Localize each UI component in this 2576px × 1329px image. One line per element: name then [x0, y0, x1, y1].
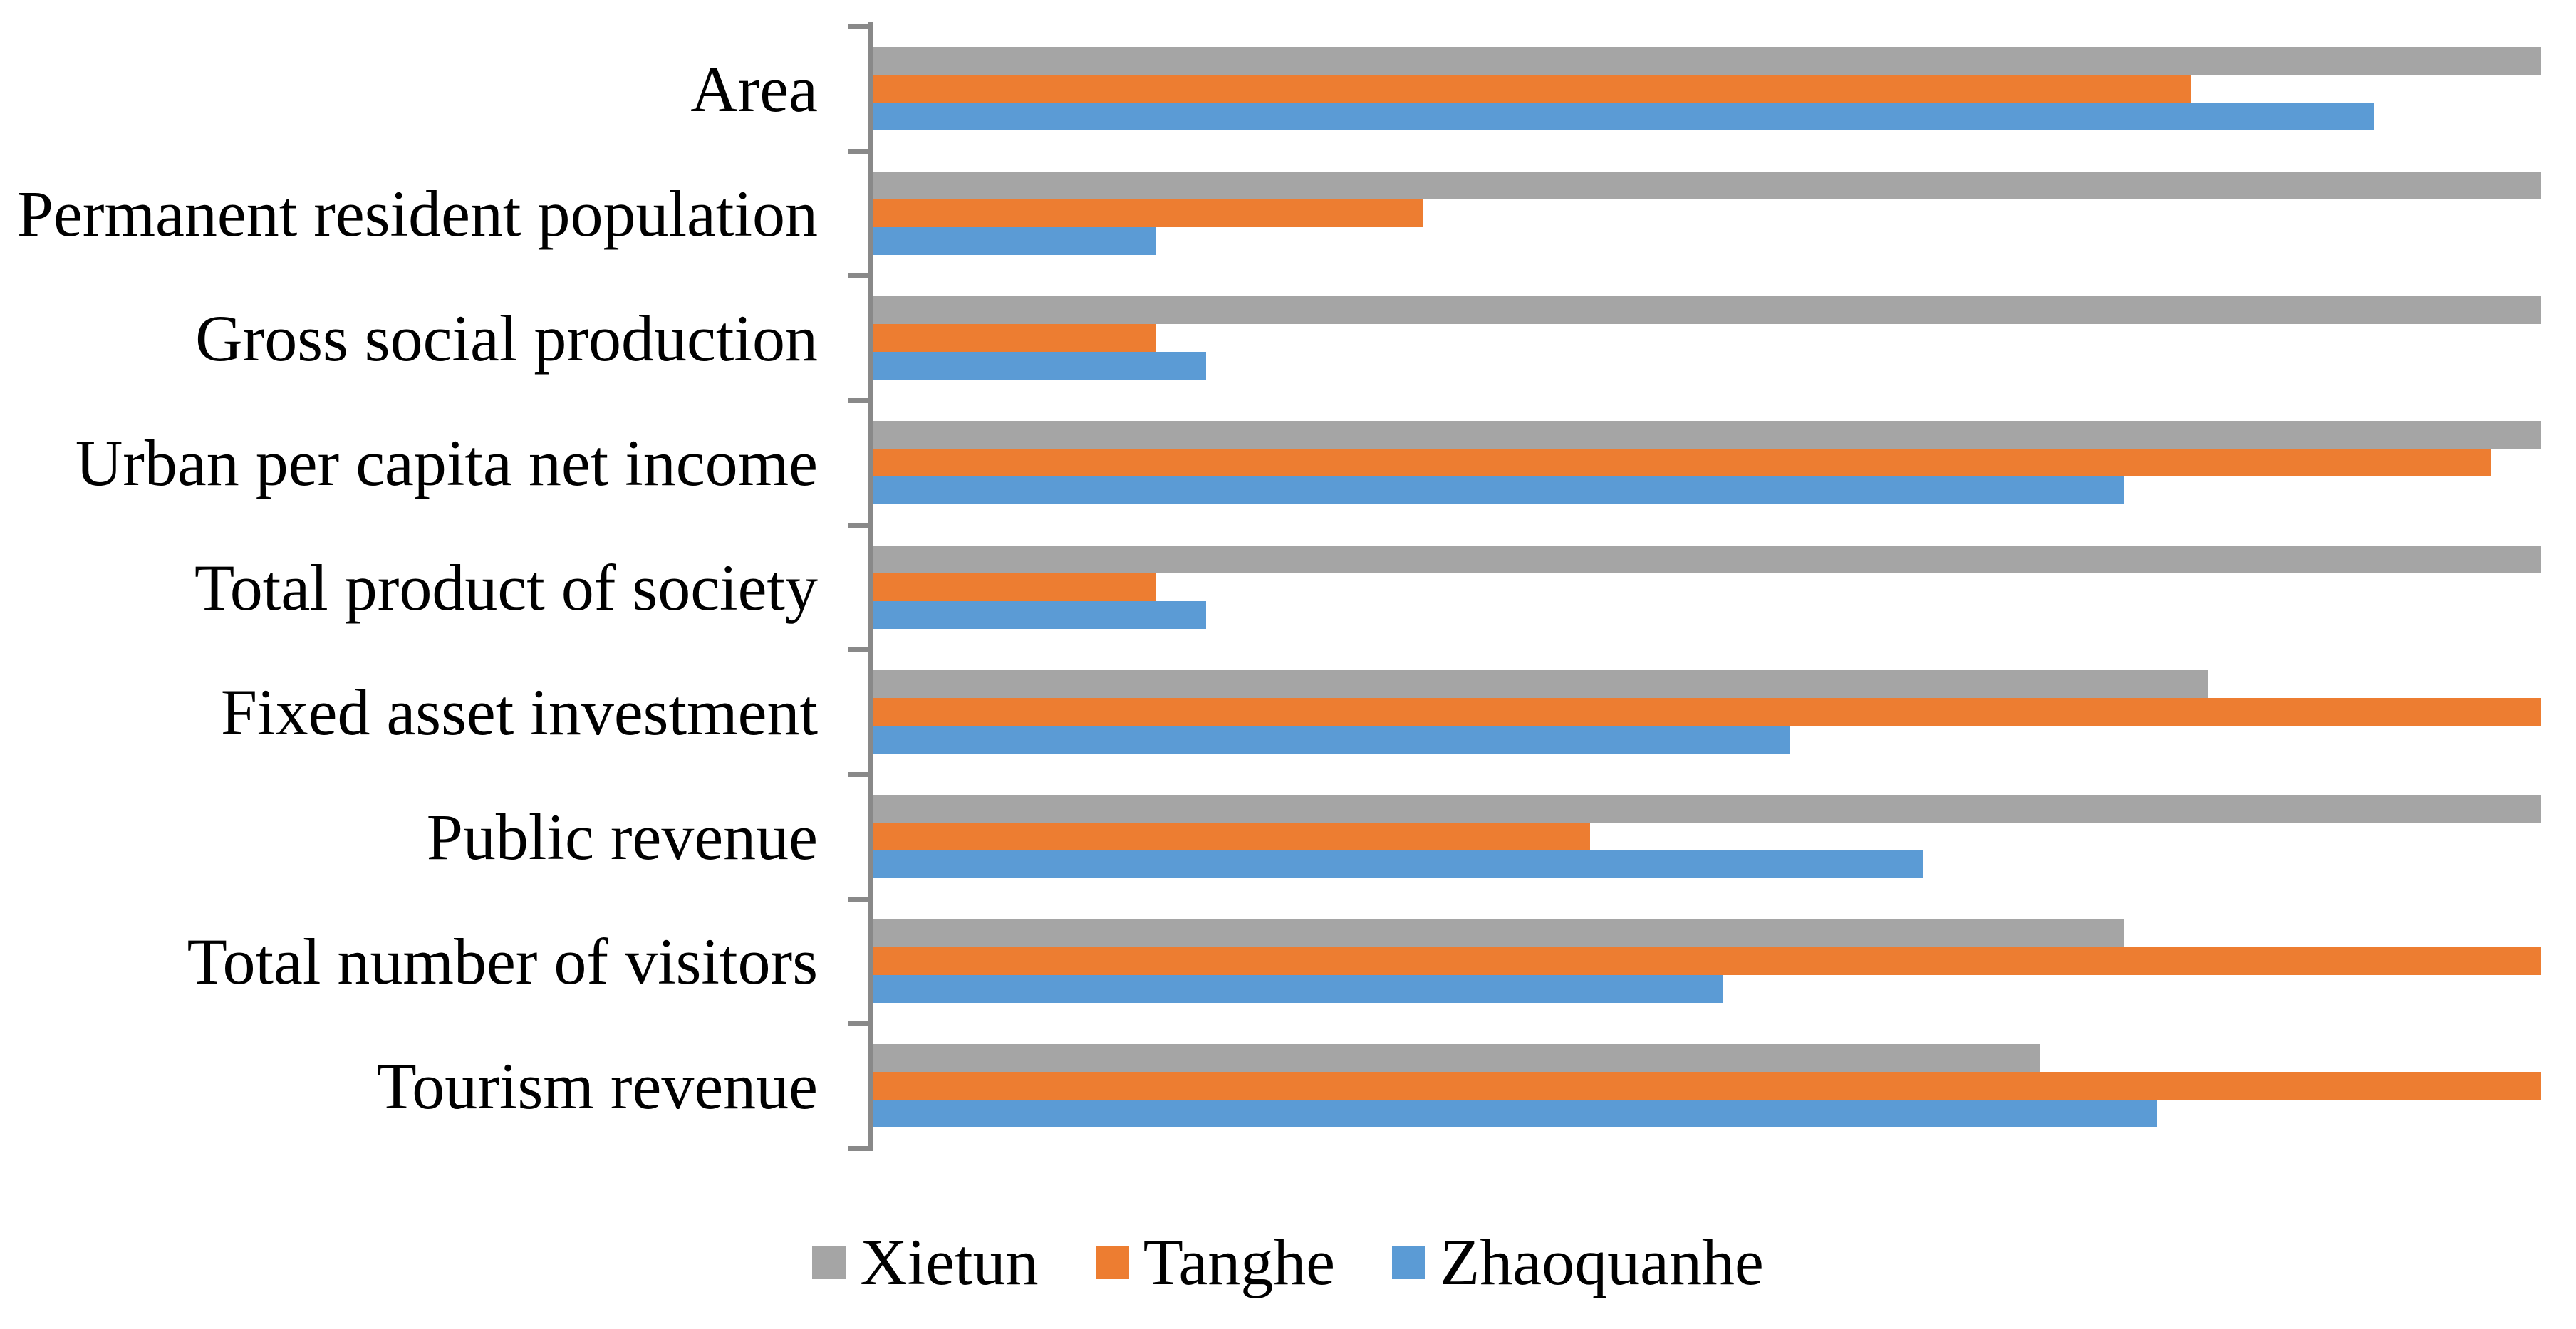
axis-tick-mark [848, 1146, 869, 1151]
category-label-row: Tourism revenue [0, 1023, 841, 1148]
bar-tanghe-tourism-revenue [873, 1072, 2541, 1100]
category-label: Gross social production [195, 301, 818, 375]
category-label: Area [690, 52, 818, 125]
bar-zhaoquanhe-urban-per-capita-net-income [873, 476, 2124, 504]
bar-xietun-tourism-revenue [873, 1044, 2041, 1072]
bar-group [873, 1023, 2541, 1148]
bar-zhaoquanhe-permanent-resident-population [873, 227, 1157, 255]
bar-group [873, 151, 2541, 276]
bar-xietun-total-product-of-society [873, 546, 2541, 573]
category-label: Public revenue [426, 800, 818, 873]
bar-group [873, 400, 2541, 525]
bar-xietun-total-number-of-visitors [873, 919, 2124, 947]
axis-tick-mark [848, 24, 869, 29]
category-label-row: Public revenue [0, 774, 841, 899]
bar-xietun-area [873, 47, 2541, 75]
category-label: Total number of visitors [187, 924, 818, 998]
legend-item-xietun: Xietun [812, 1226, 1039, 1298]
bar-tanghe-urban-per-capita-net-income [873, 449, 2491, 476]
category-label-row: Urban per capita net income [0, 400, 841, 525]
category-label: Total product of society [194, 551, 818, 624]
bar-tanghe-total-number-of-visitors [873, 947, 2541, 975]
category-label-row: Fixed asset investment [0, 650, 841, 774]
bar-zhaoquanhe-tourism-revenue [873, 1100, 2158, 1127]
category-label-row: Area [0, 26, 841, 151]
bar-group [873, 774, 2541, 899]
axis-tick-mark [848, 523, 869, 528]
bar-zhaoquanhe-fixed-asset-investment [873, 726, 1791, 754]
legend-label: Xietun [860, 1226, 1039, 1298]
bar-zhaoquanhe-area [873, 103, 2374, 130]
bar-zhaoquanhe-total-number-of-visitors [873, 975, 1724, 1003]
bar-zhaoquanhe-gross-social-production [873, 352, 1207, 380]
axis-tick-mark [848, 398, 869, 403]
axis-tick-mark [848, 897, 869, 902]
legend-item-zhaoquanhe: Zhaoquanhe [1392, 1229, 1764, 1295]
legend-label: Tanghe [1143, 1226, 1336, 1298]
bar-group [873, 650, 2541, 774]
axis-tick-mark [848, 647, 869, 652]
category-label-row: Gross social production [0, 276, 841, 400]
bar-group [873, 26, 2541, 151]
bar-group [873, 276, 2541, 400]
bar-zhaoquanhe-total-product-of-society [873, 601, 1207, 629]
bar-tanghe-permanent-resident-population [873, 199, 1423, 227]
category-label: Fixed asset investment [220, 675, 818, 749]
bar-tanghe-public-revenue [873, 823, 1591, 850]
bar-xietun-permanent-resident-population [873, 172, 2541, 199]
category-label: Tourism revenue [376, 1049, 818, 1122]
axis-tick-mark [848, 1021, 869, 1026]
legend-swatch-icon [812, 1245, 846, 1279]
bar-xietun-urban-per-capita-net-income [873, 421, 2541, 449]
bar-tanghe-gross-social-production [873, 324, 1157, 352]
category-axis-labels: Area Permanent resident population Gross s… [0, 26, 841, 1148]
bar-xietun-gross-social-production [873, 296, 2541, 324]
legend-swatch-icon [1095, 1245, 1129, 1279]
plot-area [873, 26, 2541, 1148]
axis-tick-mark [848, 273, 869, 278]
category-label: Urban per capita net income [75, 426, 818, 499]
bar-tanghe-fixed-asset-investment [873, 698, 2541, 726]
category-label-row: Total product of society [0, 525, 841, 650]
legend-label: Zhaoquanhe [1440, 1226, 1764, 1298]
legend-item-tanghe: Tanghe [1095, 1226, 1336, 1298]
legend-swatch-icon [1392, 1245, 1426, 1279]
bar-group [873, 899, 2541, 1023]
category-label-row: Total number of visitors [0, 899, 841, 1023]
axis-tick-mark [848, 149, 869, 154]
category-label: Permanent resident population [16, 177, 818, 250]
bar-group [873, 525, 2541, 650]
y-axis-line [868, 22, 873, 1151]
bar-xietun-fixed-asset-investment [873, 670, 2208, 698]
bar-tanghe-area [873, 75, 2191, 103]
bar-zhaoquanhe-public-revenue [873, 850, 1924, 878]
bar-xietun-public-revenue [873, 795, 2541, 823]
legend: Xietun Tanghe Zhaoquanhe [0, 1229, 2576, 1295]
bar-tanghe-total-product-of-society [873, 573, 1157, 601]
axis-tick-mark [848, 772, 869, 777]
category-label-row: Permanent resident population [0, 151, 841, 276]
